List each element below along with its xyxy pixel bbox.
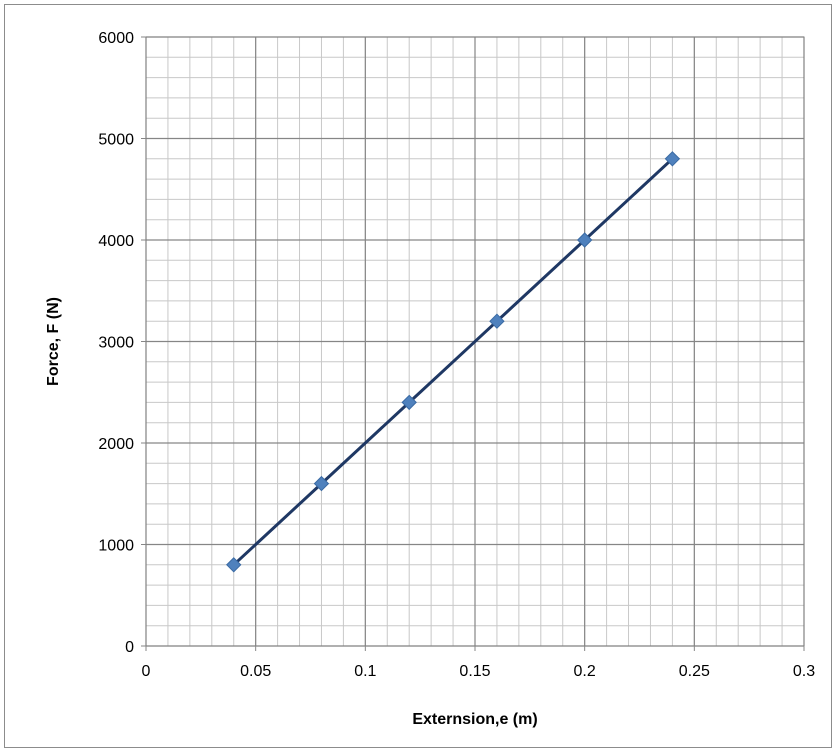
y-axis-title: Force, F (N) [45, 297, 62, 386]
x-tick-label: 0 [142, 663, 151, 680]
x-tick-label: 0.2 [574, 663, 596, 680]
x-tick-label: 0.25 [679, 663, 710, 680]
y-tick-label: 3000 [98, 335, 134, 352]
y-tick-label: 2000 [98, 436, 134, 453]
x-tick-label: 0.15 [459, 663, 490, 680]
data-point [313, 475, 330, 492]
y-tick-label: 0 [125, 639, 134, 656]
y-tick-label: 5000 [98, 132, 134, 149]
data-point [664, 151, 681, 167]
series-layer [226, 151, 681, 573]
x-tick-label: 0.1 [354, 663, 376, 680]
y-tick-label: 1000 [98, 538, 134, 555]
x-axis-title: Externsion,e (m) [412, 711, 537, 728]
series-line [232, 157, 674, 566]
y-tick-label: 4000 [98, 233, 134, 250]
y-axis-ticks: 0 1000 2000 3000 4000 5000 6000 [98, 30, 146, 656]
data-point [576, 232, 593, 248]
y-tick-label: 6000 [98, 30, 134, 47]
data-point [489, 313, 505, 329]
data-point [401, 394, 417, 411]
data-point [226, 557, 242, 573]
x-axis-ticks: 0 0.05 0.1 0.15 0.2 0.25 0.3 [142, 646, 815, 680]
x-tick-label: 0.05 [240, 663, 271, 680]
x-tick-label: 0.3 [793, 663, 815, 680]
